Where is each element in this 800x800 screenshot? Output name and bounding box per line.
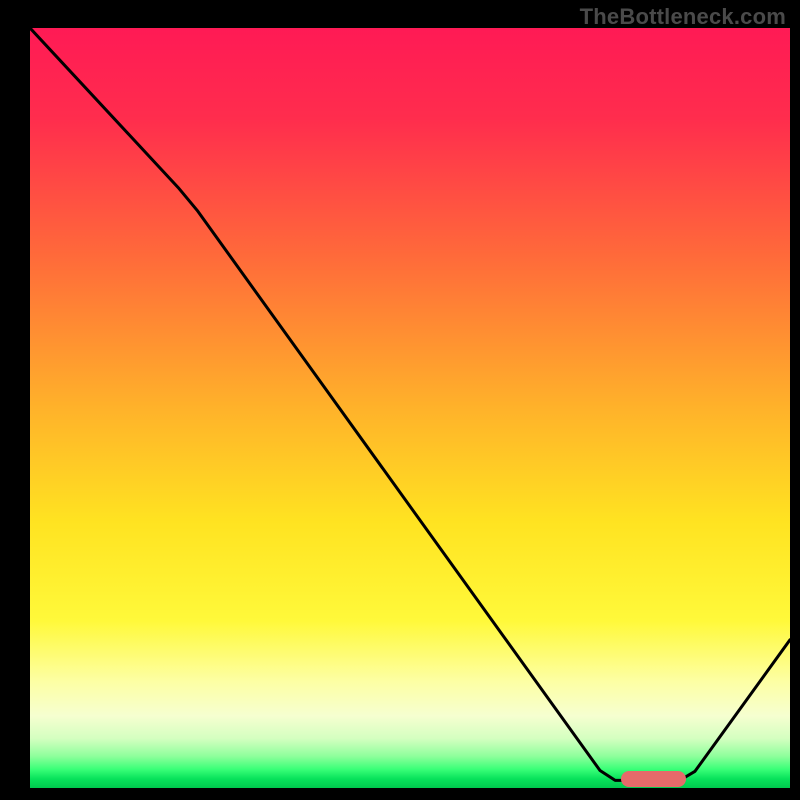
- optimal-range-marker: [621, 771, 686, 787]
- bottleneck-curve: [30, 28, 790, 788]
- plot-area: [30, 28, 790, 788]
- curve-path: [30, 28, 790, 780]
- watermark-text: TheBottleneck.com: [580, 4, 786, 30]
